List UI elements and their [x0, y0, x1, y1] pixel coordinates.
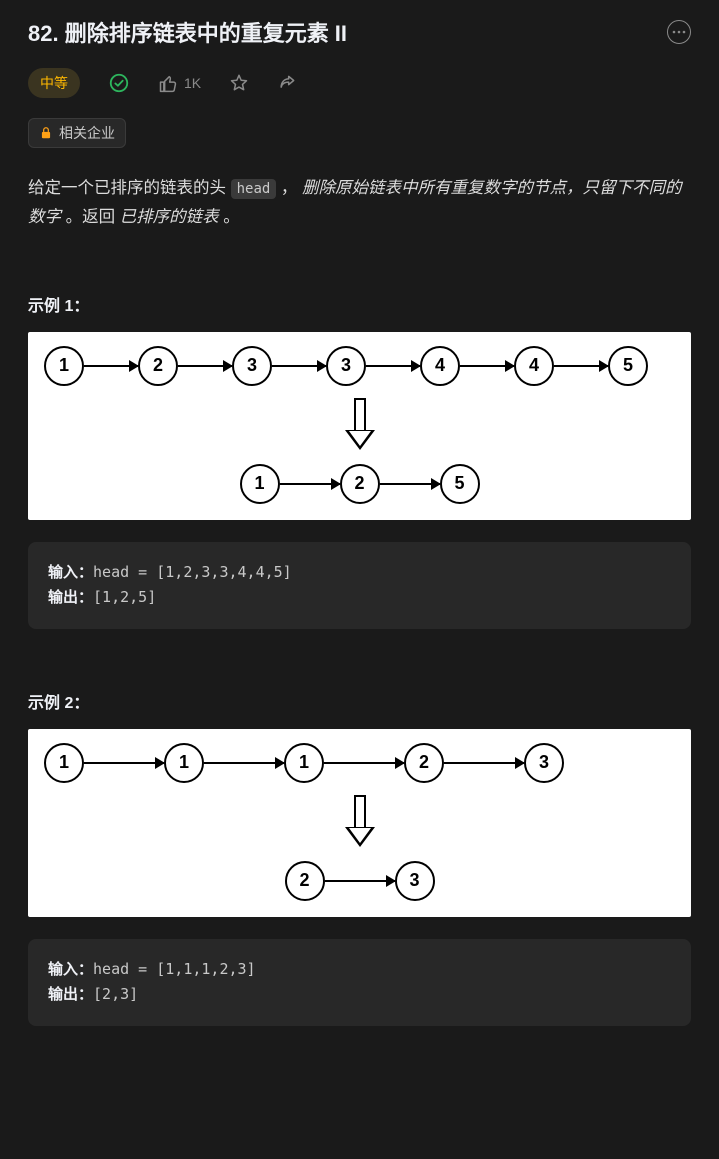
list-node: 4	[420, 346, 460, 386]
meta-row: 中等 1K	[28, 68, 691, 98]
down-arrow-icon	[44, 795, 675, 847]
arrow-icon	[204, 762, 284, 765]
linked-list-row: 23	[44, 861, 675, 901]
list-node: 2	[404, 743, 444, 783]
arrow-icon	[366, 365, 420, 368]
example-2-diagram: 1112323	[28, 729, 691, 917]
code-inline: head	[231, 179, 277, 199]
list-node: 1	[240, 464, 280, 504]
list-node: 2	[340, 464, 380, 504]
list-node: 2	[138, 346, 178, 386]
thumbs-up-icon	[158, 73, 178, 93]
example-1-title: 示例 1：	[28, 292, 691, 316]
linked-list-row: 1 2 3 3 4 4 5	[44, 346, 675, 386]
arrow-icon	[325, 880, 395, 883]
list-node: 1	[164, 743, 204, 783]
problem-title: 82. 删除排序链表中的重复元素 II	[28, 16, 347, 48]
list-node: 5	[608, 346, 648, 386]
list-node: 3	[326, 346, 366, 386]
lock-icon	[39, 126, 53, 140]
solved-button[interactable]	[108, 72, 130, 94]
share-arrow-icon	[277, 73, 297, 93]
difficulty-tag[interactable]: 中等	[28, 68, 80, 98]
down-arrow-icon	[44, 398, 675, 450]
list-node: 5	[440, 464, 480, 504]
arrow-icon	[444, 762, 524, 765]
arrow-icon	[272, 365, 326, 368]
linked-list-row: 1 1 1 2 3	[44, 743, 675, 783]
like-count: 1K	[184, 75, 201, 91]
arrow-icon	[554, 365, 608, 368]
ellipsis-icon	[672, 30, 686, 34]
arrow-icon	[178, 365, 232, 368]
problem-description: 给定一个已排序的链表的头 head ， 删除原始链表中所有重复数字的节点，只留下…	[28, 174, 691, 232]
example-2-code: 输入：head = [1,1,1,2,3] 输出：[2,3]	[28, 939, 691, 1026]
more-button[interactable]	[667, 20, 691, 44]
company-tag-label: 相关企业	[59, 123, 115, 143]
list-node: 3	[524, 743, 564, 783]
example-1-diagram: 1 2 3 3 4 4 5 1 2 5	[28, 332, 691, 520]
example-1-code: 输入：head = [1,2,3,3,4,4,5] 输出：[1,2,5]	[28, 542, 691, 629]
list-node: 3	[232, 346, 272, 386]
list-node: 1	[44, 743, 84, 783]
arrow-icon	[84, 365, 138, 368]
list-node: 1	[44, 346, 84, 386]
list-node: 1	[284, 743, 324, 783]
arrow-icon	[380, 483, 440, 486]
arrow-icon	[84, 762, 164, 765]
star-icon	[229, 73, 249, 93]
like-button[interactable]: 1K	[158, 73, 201, 93]
company-tag[interactable]: 相关企业	[28, 118, 126, 148]
arrow-icon	[460, 365, 514, 368]
checkmark-circle-icon	[108, 72, 130, 94]
linked-list-row: 1 2 5	[44, 464, 675, 504]
share-button[interactable]	[277, 73, 297, 93]
arrow-icon	[324, 762, 404, 765]
list-node: 3	[395, 861, 435, 901]
list-node: 4	[514, 346, 554, 386]
list-node: 2	[285, 861, 325, 901]
arrow-icon	[280, 483, 340, 486]
favorite-button[interactable]	[229, 73, 249, 93]
example-2-title: 示例 2：	[28, 689, 691, 713]
